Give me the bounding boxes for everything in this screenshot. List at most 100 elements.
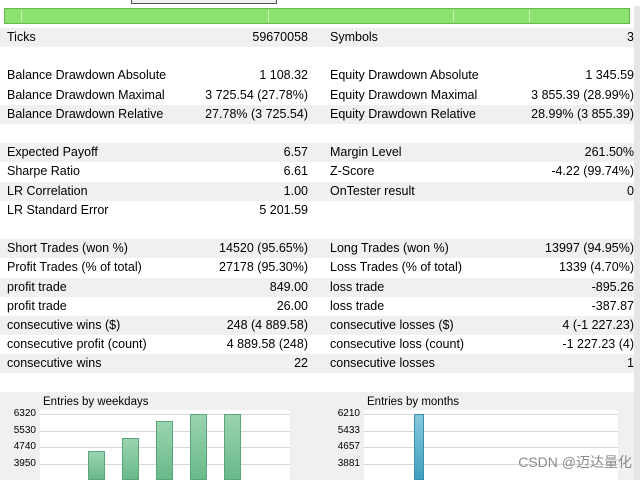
chart-bar <box>156 420 173 480</box>
test-progress-bar <box>4 8 630 24</box>
stat-label: Symbols <box>330 30 378 44</box>
chart-bar <box>190 414 207 480</box>
chart-bar <box>224 414 241 480</box>
stat-row: Sharpe Ratio 6.61 Z-Score -4.22 (99.74%) <box>0 162 636 181</box>
stat-value: -1 227.23 (4) <box>562 337 634 351</box>
y-tick-label: 6210 <box>337 408 360 419</box>
stat-label: consecutive wins <box>7 356 102 370</box>
stat-value: 248 (4 889.58) <box>226 318 308 332</box>
stat-label: profit trade <box>7 280 67 294</box>
stat-value: -387.87 <box>591 299 634 313</box>
progress-segment <box>21 10 22 22</box>
stat-row: Ticks 59670058 Symbols 3 <box>0 28 636 47</box>
stat-label: consecutive losses <box>330 356 435 370</box>
stat-row: LR Correlation 1.00 OnTester result 0 <box>0 182 636 201</box>
stat-label: LR Standard Error <box>7 203 109 217</box>
progress-segment <box>268 10 269 22</box>
stat-label: Balance Drawdown Maximal <box>7 88 165 102</box>
stat-label: Profit Trades (% of total) <box>7 260 142 274</box>
stat-value: 6.61 <box>283 164 308 178</box>
stat-label: consecutive profit (count) <box>7 337 147 351</box>
chart-plot-area <box>364 410 618 480</box>
progress-segment <box>529 10 530 22</box>
stat-label: loss trade <box>330 280 385 294</box>
stat-value: -4.22 (99.74%) <box>551 164 634 178</box>
gridline <box>40 414 290 415</box>
stat-value: 0 <box>627 184 634 198</box>
stat-value: 27178 (95.30%) <box>219 260 308 274</box>
stat-label: Equity Drawdown Relative <box>330 107 476 121</box>
y-tick-label: 6320 <box>13 408 36 419</box>
stat-label: consecutive losses ($) <box>330 318 454 332</box>
stat-row: consecutive wins 22 consecutive losses 1 <box>0 354 636 373</box>
stat-value: 1.00 <box>283 184 308 198</box>
stat-value: 13997 (94.95%) <box>545 241 634 255</box>
top-toolbar <box>0 0 640 5</box>
stat-label: Sharpe Ratio <box>7 164 80 178</box>
stat-value: 849.00 <box>269 280 308 294</box>
chart-bar <box>88 450 105 480</box>
stat-label: Equity Drawdown Maximal <box>330 88 478 102</box>
stat-label: Balance Drawdown Absolute <box>7 68 167 82</box>
stat-value: 1 <box>627 356 634 370</box>
stat-label: Z-Score <box>330 164 375 178</box>
row-spacer <box>0 220 636 239</box>
stat-label: Ticks <box>7 30 36 44</box>
toolbar-button[interactable] <box>131 0 277 4</box>
gridline <box>364 447 618 448</box>
stat-label: OnTester result <box>330 184 415 198</box>
stat-label: consecutive loss (count) <box>330 337 465 351</box>
stat-value: 22 <box>294 356 308 370</box>
gridline <box>364 414 618 415</box>
stat-value: 3 725.54 (27.78%) <box>205 88 308 102</box>
stat-row: consecutive wins ($) 248 (4 889.58) consec… <box>0 316 636 335</box>
stat-label: profit trade <box>7 299 67 313</box>
stat-row: profit trade 26.00 loss trade -387.87 <box>0 297 636 316</box>
stat-label: LR Correlation <box>7 184 88 198</box>
y-tick-label: 4740 <box>13 441 36 452</box>
stat-value: 59670058 <box>252 30 308 44</box>
stat-row: Balance Drawdown Relative 27.78% (3 725.5… <box>0 105 636 124</box>
stat-value: -895.26 <box>591 280 634 294</box>
stat-value: 26.00 <box>276 299 308 313</box>
stat-label: Equity Drawdown Absolute <box>330 68 479 82</box>
stat-row: profit trade 849.00 loss trade -895.26 <box>0 278 636 297</box>
stat-value: 5 201.59 <box>259 203 308 217</box>
chart-bar <box>414 414 424 480</box>
stat-value: 3 <box>627 30 634 44</box>
stat-value: 4 889.58 (248) <box>226 337 308 351</box>
stat-row: Short Trades (won %) 14520 (95.65%) Long T… <box>0 239 636 258</box>
stat-row: Balance Drawdown Maximal 3 725.54 (27.78%… <box>0 86 636 105</box>
charts-area: Entries by weekdays 6320 5530 4740 3950 Entr… <box>0 392 636 480</box>
chart-title: Entries by weekdays <box>43 396 149 408</box>
stat-value: 4 (-1 227.23) <box>562 318 634 332</box>
stat-value: 14520 (95.65%) <box>219 241 308 255</box>
stat-label: consecutive wins ($) <box>7 318 121 332</box>
y-tick-label: 4657 <box>337 441 360 452</box>
stat-row: consecutive profit (count) 4 889.58 (248)… <box>0 335 636 354</box>
stat-label: Expected Payoff <box>7 145 98 159</box>
stat-label: Short Trades (won %) <box>7 241 128 255</box>
stat-row: Balance Drawdown Absolute 1 108.32 Equity … <box>0 66 636 85</box>
stat-value: 1339 (4.70%) <box>558 260 634 274</box>
stat-label: Long Trades (won %) <box>330 241 449 255</box>
stat-row: Profit Trades (% of total) 27178 (95.30%)… <box>0 258 636 277</box>
stat-value: 28.99% (3 855.39) <box>531 107 634 121</box>
stat-value: 1 345.59 <box>585 68 634 82</box>
y-tick-label: 3950 <box>13 458 36 469</box>
stat-value: 3 855.39 (28.99%) <box>531 88 634 102</box>
stat-value: 261.50% <box>584 145 634 159</box>
stat-label: loss trade <box>330 299 385 313</box>
chart-title: Entries by months <box>367 396 460 408</box>
row-spacer <box>0 124 636 143</box>
y-tick-label: 3881 <box>337 458 360 469</box>
row-spacer <box>0 47 636 66</box>
stat-label: Balance Drawdown Relative <box>7 107 164 121</box>
stat-row: LR Standard Error 5 201.59 <box>0 201 636 220</box>
watermark-text: CSDN @迈达量化 <box>518 454 632 470</box>
y-tick-label: 5530 <box>13 425 36 436</box>
stat-label: Margin Level <box>330 145 402 159</box>
vertical-scrollbar[interactable] <box>634 6 640 480</box>
stat-value: 27.78% (3 725.54) <box>205 107 308 121</box>
chart-bar <box>122 438 139 480</box>
